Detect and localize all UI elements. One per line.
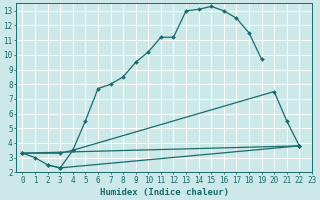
X-axis label: Humidex (Indice chaleur): Humidex (Indice chaleur) xyxy=(100,188,228,197)
